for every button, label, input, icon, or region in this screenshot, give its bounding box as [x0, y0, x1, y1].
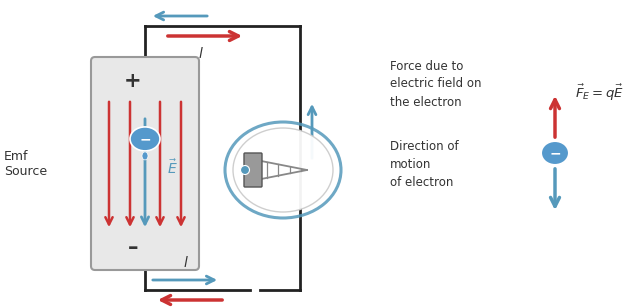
- Text: –: –: [128, 238, 138, 258]
- Text: $\vec{E}$: $\vec{E}$: [167, 159, 178, 177]
- Text: +: +: [124, 71, 142, 91]
- Ellipse shape: [241, 165, 250, 175]
- Text: −: −: [139, 132, 151, 146]
- Text: l: l: [183, 256, 187, 270]
- Ellipse shape: [541, 141, 569, 165]
- Text: of electron: of electron: [390, 176, 453, 188]
- FancyBboxPatch shape: [244, 153, 262, 187]
- Text: $\vec{F}_E = q\vec{E}$: $\vec{F}_E = q\vec{E}$: [575, 83, 624, 103]
- Text: motion: motion: [390, 157, 431, 171]
- Ellipse shape: [233, 128, 333, 212]
- Ellipse shape: [130, 127, 160, 151]
- Text: l: l: [198, 47, 202, 61]
- Text: Emf
Source: Emf Source: [4, 149, 47, 177]
- Text: the electron: the electron: [390, 95, 462, 108]
- Ellipse shape: [142, 152, 148, 160]
- Text: Force due to: Force due to: [390, 59, 464, 72]
- FancyBboxPatch shape: [91, 57, 199, 270]
- Text: Direction of: Direction of: [390, 140, 458, 152]
- Text: −: −: [549, 146, 561, 160]
- Text: electric field on: electric field on: [390, 78, 482, 91]
